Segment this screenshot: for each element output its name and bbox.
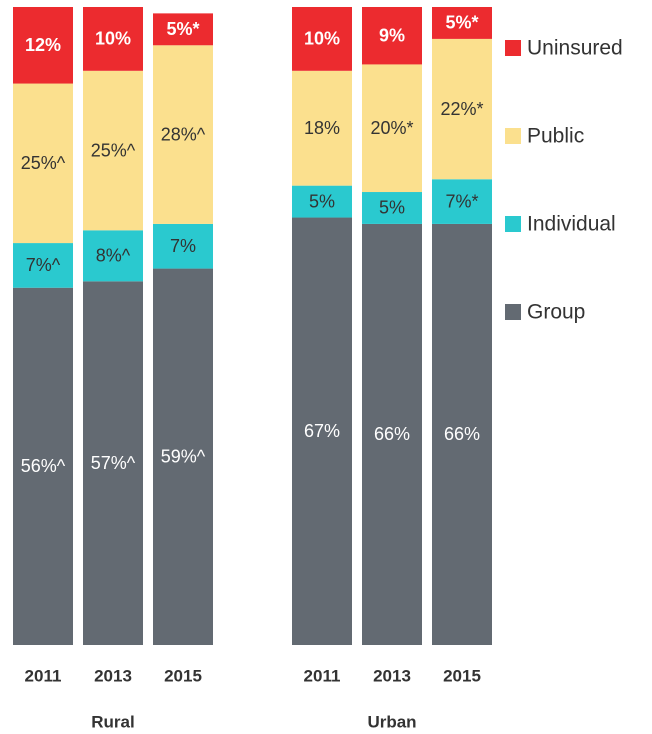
bar-segment xyxy=(292,185,352,218)
data-label: 9% xyxy=(379,25,405,45)
x-tick-label: 2013 xyxy=(373,666,411,685)
data-label: 7% xyxy=(170,236,196,256)
bar-segment xyxy=(153,223,213,269)
bar-segment xyxy=(362,7,422,65)
bar-segment xyxy=(153,45,213,224)
data-label: 5% xyxy=(309,191,335,211)
bar-segment xyxy=(362,192,422,224)
data-label: 66% xyxy=(444,424,480,444)
bar-segment xyxy=(362,223,422,646)
x-tick-label: 2015 xyxy=(443,666,481,685)
bar-segment xyxy=(13,7,73,84)
bar-segment xyxy=(432,7,492,39)
group-label: Rural xyxy=(91,712,134,731)
legend-swatch xyxy=(505,304,521,320)
bar-segment xyxy=(432,38,492,180)
x-tick-label: 2013 xyxy=(94,666,132,685)
legend-swatch xyxy=(505,40,521,56)
bar-segment xyxy=(13,287,73,645)
x-tick-label: 2011 xyxy=(304,666,341,685)
x-tick-label: 2011 xyxy=(25,666,62,685)
bar-segment xyxy=(153,268,213,645)
legend-label: Public xyxy=(527,125,584,148)
bar-segment xyxy=(292,217,352,646)
bar-segment xyxy=(362,64,422,193)
legend-label: Uninsured xyxy=(527,37,623,60)
bar-segment xyxy=(83,281,143,645)
data-label: 20%* xyxy=(370,118,413,138)
legend-label: Group xyxy=(527,301,585,324)
bar-segment xyxy=(83,230,143,282)
bar-segment xyxy=(83,7,143,71)
bar-segment xyxy=(13,83,73,244)
data-label: 59%^ xyxy=(161,447,206,467)
data-label: 28%^ xyxy=(161,124,206,144)
data-label: 7%* xyxy=(445,191,478,211)
data-label: 5%* xyxy=(166,19,199,39)
bar-segment xyxy=(292,70,352,186)
bar-segment xyxy=(153,13,213,46)
data-label: 56%^ xyxy=(21,456,66,476)
bar-segment xyxy=(13,243,73,288)
data-label: 10% xyxy=(95,29,131,49)
bar-segment xyxy=(432,179,492,224)
data-label: 5%* xyxy=(445,13,478,33)
bar-segment xyxy=(292,7,352,71)
legend-label: Individual xyxy=(527,213,616,236)
data-label: 66% xyxy=(374,424,410,444)
data-label: 5% xyxy=(379,198,405,218)
group-label: Urban xyxy=(367,712,416,731)
data-label: 12% xyxy=(25,35,61,55)
data-label: 25%^ xyxy=(91,140,136,160)
legend-swatch xyxy=(505,128,521,144)
data-label: 7%^ xyxy=(26,255,61,275)
x-tick-label: 2015 xyxy=(164,666,202,685)
data-label: 8%^ xyxy=(96,246,131,266)
data-label: 57%^ xyxy=(91,453,136,473)
bar-segment xyxy=(83,70,143,231)
data-label: 22%* xyxy=(440,99,483,119)
data-label: 10% xyxy=(304,29,340,49)
bar-segment xyxy=(432,223,492,646)
data-label: 67% xyxy=(304,421,340,441)
legend-swatch xyxy=(505,216,521,232)
data-label: 18% xyxy=(304,118,340,138)
data-label: 25%^ xyxy=(21,153,66,173)
